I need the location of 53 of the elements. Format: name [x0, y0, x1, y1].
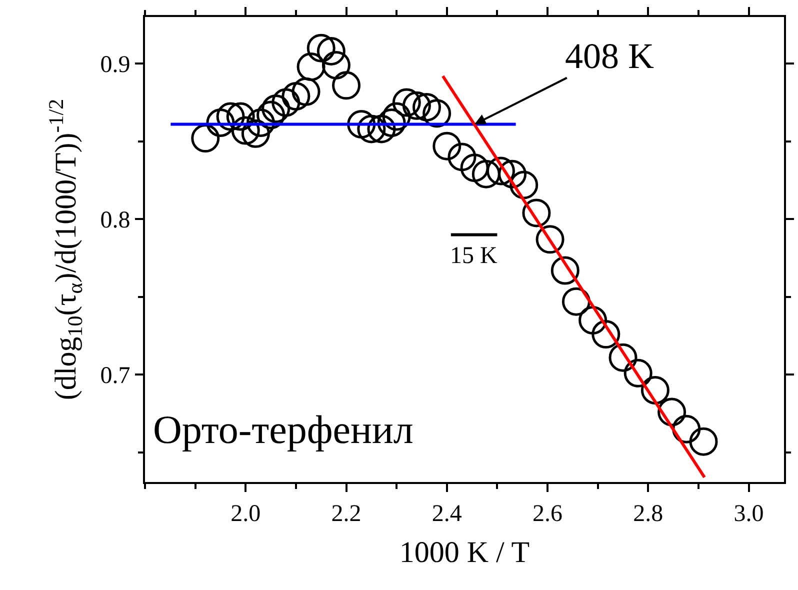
- point: [510, 170, 538, 200]
- point: [226, 102, 255, 131]
- point: [357, 114, 386, 144]
- point: [262, 94, 290, 123]
- point: [246, 108, 275, 137]
- point: [658, 398, 686, 426]
- point: [382, 102, 411, 131]
- point: [241, 119, 270, 148]
- y-tick-label: 0.7: [100, 363, 130, 390]
- point: [412, 92, 442, 122]
- point: [292, 77, 320, 106]
- point: [486, 156, 515, 186]
- point: [689, 427, 718, 456]
- point: [624, 358, 652, 388]
- point: [402, 91, 431, 120]
- point: [306, 34, 336, 62]
- point: [550, 256, 580, 285]
- point: [282, 82, 310, 111]
- point: [377, 108, 406, 137]
- point: [206, 108, 235, 137]
- point: [578, 306, 608, 334]
- annotation: 15 K: [450, 243, 498, 269]
- point: [498, 160, 527, 188]
- x-axis-title: 1000 K / T: [399, 536, 530, 569]
- y-tick-label: 0.8: [100, 208, 130, 234]
- point: [536, 225, 564, 254]
- x-tick-label: 2.0: [230, 500, 261, 527]
- point: [322, 50, 350, 80]
- point: [316, 36, 346, 66]
- x-tick-label: 2.6: [532, 500, 563, 527]
- point: [296, 52, 326, 82]
- point: [432, 132, 462, 160]
- point: [272, 88, 300, 117]
- point: [472, 160, 500, 188]
- x-tick-label: 2.4: [432, 500, 462, 527]
- point: [460, 154, 489, 182]
- annotation: Орто-терфенил: [153, 407, 414, 452]
- point: [347, 110, 376, 139]
- point: [392, 88, 421, 117]
- point: [522, 198, 551, 228]
- x-tick-label: 2.8: [633, 500, 664, 527]
- point: [592, 320, 620, 348]
- point: [332, 71, 361, 100]
- x-tick-label: 2.2: [331, 500, 362, 527]
- point: [448, 142, 476, 172]
- point: [216, 102, 245, 131]
- point: [367, 114, 396, 144]
- x-tick-label: 3.0: [734, 500, 764, 527]
- point: [231, 116, 260, 145]
- point: [640, 376, 670, 404]
- annotation: 408 K: [565, 36, 654, 76]
- y-tick-label: 0.9: [100, 52, 130, 78]
- point: [608, 343, 638, 372]
